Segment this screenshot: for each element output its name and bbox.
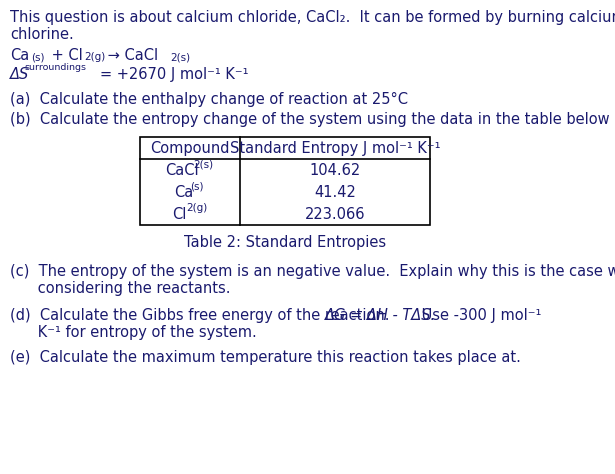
Text: CaCl: CaCl (165, 163, 199, 178)
Text: 2(s): 2(s) (193, 159, 213, 169)
Text: 2(g): 2(g) (186, 203, 207, 213)
Text: Compound: Compound (150, 141, 230, 156)
Text: Use -300 J mol⁻¹: Use -300 J mol⁻¹ (418, 308, 542, 323)
FancyBboxPatch shape (140, 137, 430, 225)
Text: Ca: Ca (174, 185, 193, 200)
Text: = +2670 J mol⁻¹ K⁻¹: = +2670 J mol⁻¹ K⁻¹ (100, 67, 248, 82)
Text: ΔS: ΔS (10, 67, 30, 82)
Text: (c)  The entropy of the system is an negative value.  Explain why this is the ca: (c) The entropy of the system is an nega… (10, 264, 615, 279)
Text: 2(s): 2(s) (170, 52, 190, 62)
Text: This question is about calcium chloride, CaCl₂.  It can be formed by burning cal: This question is about calcium chloride,… (10, 10, 615, 25)
Text: 223.066: 223.066 (305, 207, 365, 222)
Text: 41.42: 41.42 (314, 185, 356, 200)
Text: Standard Entropy J mol⁻¹ K⁻¹: Standard Entropy J mol⁻¹ K⁻¹ (230, 141, 440, 156)
Text: Ca: Ca (10, 48, 30, 63)
Text: (a)  Calculate the enthalpy change of reaction at 25°C: (a) Calculate the enthalpy change of rea… (10, 92, 408, 107)
Text: Table 2: Standard Entropies: Table 2: Standard Entropies (184, 235, 386, 250)
Text: (s): (s) (31, 52, 44, 62)
Text: K⁻¹ for entropy of the system.: K⁻¹ for entropy of the system. (10, 325, 256, 340)
Text: (e)  Calculate the maximum temperature this reaction takes place at.: (e) Calculate the maximum temperature th… (10, 350, 521, 365)
Text: → CaCl: → CaCl (103, 48, 158, 63)
Text: (s): (s) (190, 181, 203, 191)
Text: + Cl: + Cl (47, 48, 83, 63)
Text: Cl: Cl (172, 207, 186, 222)
Text: chlorine.: chlorine. (10, 27, 74, 42)
Text: (b)  Calculate the entropy change of the system using the data in the table belo: (b) Calculate the entropy change of the … (10, 112, 609, 127)
Text: (d)  Calculate the Gibbs free energy of the reaction.: (d) Calculate the Gibbs free energy of t… (10, 308, 394, 323)
Text: surroundings: surroundings (24, 63, 86, 72)
Text: ΔG = ΔH - TΔS.: ΔG = ΔH - TΔS. (325, 308, 435, 323)
Text: 2(g): 2(g) (84, 52, 105, 62)
Text: considering the reactants.: considering the reactants. (10, 281, 231, 296)
Text: 104.62: 104.62 (309, 163, 360, 178)
